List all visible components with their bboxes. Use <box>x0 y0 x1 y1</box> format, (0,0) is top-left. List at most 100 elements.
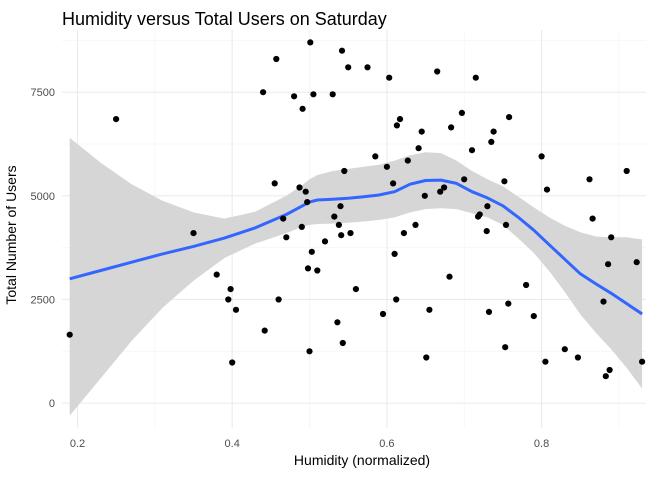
data-point <box>485 308 493 315</box>
data-point <box>623 167 630 175</box>
data-point <box>341 167 348 175</box>
x-tick-label: 0.4 <box>225 438 240 450</box>
data-point <box>542 358 549 365</box>
data-point <box>225 296 232 303</box>
data-point <box>415 145 422 152</box>
data-point <box>441 184 448 191</box>
data-point <box>448 124 455 131</box>
data-point <box>502 344 509 351</box>
data-point <box>304 199 311 206</box>
data-point <box>488 138 495 145</box>
data-point <box>412 221 419 228</box>
data-point <box>113 116 120 123</box>
data-point <box>490 128 497 135</box>
data-point <box>299 105 306 112</box>
data-point <box>472 74 479 81</box>
smooth-line-layer <box>69 178 643 316</box>
data-point <box>331 213 338 220</box>
data-point <box>364 64 371 71</box>
confidence-band-layer <box>69 137 643 416</box>
data-point <box>400 230 407 237</box>
data-point <box>404 157 411 164</box>
data-point <box>273 55 280 63</box>
data-point <box>423 354 430 361</box>
data-point <box>393 296 400 303</box>
data-point <box>66 331 73 338</box>
data-point <box>227 286 234 293</box>
data-point <box>602 373 609 380</box>
points-layer <box>66 39 646 380</box>
data-point <box>271 180 278 187</box>
y-tick-label: 0 <box>49 398 55 410</box>
data-point <box>280 215 287 222</box>
data-point <box>190 230 197 237</box>
x-tick-label: 0.8 <box>534 438 549 450</box>
data-point <box>329 91 336 98</box>
data-point <box>502 221 510 228</box>
data-point <box>468 147 476 154</box>
data-point <box>606 366 613 374</box>
data-point <box>483 228 490 235</box>
x-tick-label: 0.6 <box>379 438 394 450</box>
data-point <box>304 265 312 272</box>
tick-labels: 0.2 0.4 0.6 0.8 0 2500 5000 7500 <box>31 87 550 450</box>
data-point <box>639 358 646 365</box>
data-point <box>275 296 282 303</box>
data-point <box>379 310 387 318</box>
data-point <box>421 192 428 199</box>
data-point <box>334 319 341 326</box>
data-point <box>586 176 593 183</box>
data-point <box>310 91 317 98</box>
data-point <box>501 178 508 185</box>
data-point <box>505 300 512 307</box>
data-point <box>600 298 607 305</box>
data-point <box>386 74 393 81</box>
data-point <box>383 163 390 170</box>
data-point <box>574 354 582 361</box>
data-point <box>426 306 433 313</box>
y-axis-title: Total Number of Users <box>3 165 19 304</box>
data-point <box>484 203 491 210</box>
data-point <box>291 93 298 100</box>
x-tick-label: 0.2 <box>70 438 85 450</box>
data-point <box>543 186 551 193</box>
data-point <box>298 223 305 230</box>
data-point <box>302 188 309 195</box>
smooth-line <box>69 178 643 316</box>
data-point <box>608 234 615 241</box>
data-point <box>338 232 345 239</box>
data-point <box>283 234 290 241</box>
data-point <box>337 203 344 210</box>
data-point <box>260 89 267 96</box>
data-point <box>232 306 240 313</box>
data-point <box>229 359 236 366</box>
data-point <box>213 271 220 278</box>
data-point <box>561 346 568 353</box>
data-point <box>506 114 513 121</box>
data-point <box>589 215 596 222</box>
data-point <box>418 128 425 135</box>
data-point <box>314 267 321 274</box>
data-point <box>321 238 329 245</box>
data-point <box>347 230 354 237</box>
data-point <box>434 68 441 75</box>
data-point <box>446 273 453 280</box>
data-point <box>396 116 404 123</box>
data-point <box>372 153 379 160</box>
data-point <box>390 180 397 187</box>
data-point <box>307 39 314 46</box>
data-point <box>391 250 398 257</box>
data-point <box>393 122 400 129</box>
data-point <box>335 221 342 228</box>
data-point <box>339 339 346 347</box>
chart-title: Humidity versus Total Users on Saturday <box>62 9 387 29</box>
data-point <box>538 153 545 160</box>
data-point <box>605 261 612 268</box>
data-point <box>338 47 346 54</box>
data-point <box>437 188 444 195</box>
data-point <box>476 211 483 218</box>
data-point <box>530 313 537 320</box>
data-point <box>352 286 359 293</box>
